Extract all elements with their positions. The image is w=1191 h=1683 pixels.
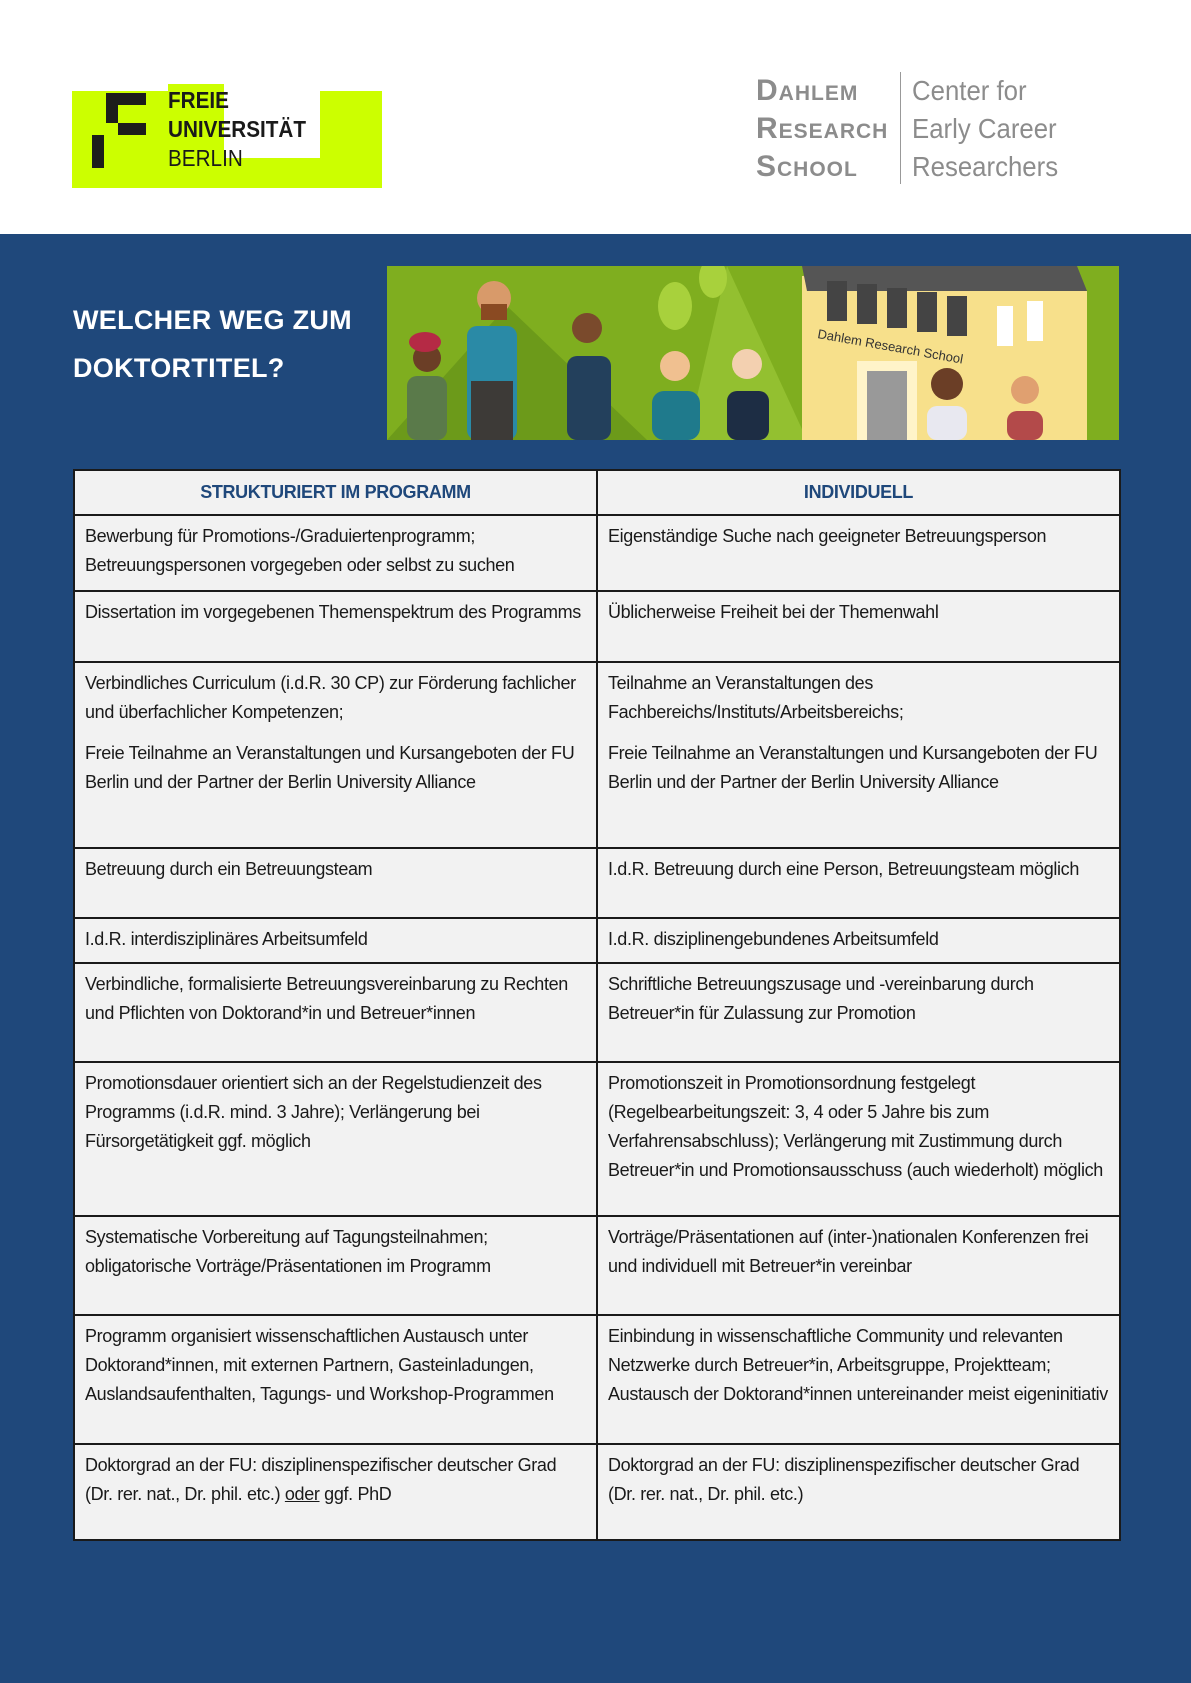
dahlem-research-school-logo: Dahlem Research School Center for Early … <box>756 72 1072 184</box>
cell-text: Verbindliches Curriculum (i.d.R. 30 CP) … <box>85 673 576 722</box>
drs-logo-word: School <box>756 150 858 183</box>
drs-logo-word: Dahlem <box>756 74 859 107</box>
cell-text: Eigenständige Suche nach geeigneter Betr… <box>608 526 1047 546</box>
table-cell-left: Systematische Vorbereitung auf Tagungste… <box>73 1215 598 1316</box>
table-cell-right: Doktorgrad an der FU: disziplinenspezifi… <box>596 1443 1121 1541</box>
cell-text: ggf. PhD <box>319 1484 392 1504</box>
cell-text: Betreuung durch ein Betreuungsteam <box>85 859 373 879</box>
table-cell-left: Verbindliches Curriculum (i.d.R. 30 CP) … <box>73 661 598 849</box>
table-row: Betreuung durch ein Betreuungsteam I.d.R.… <box>73 847 1121 919</box>
table-cell-right: Teilnahme an Veranstaltungen des Fachber… <box>596 661 1121 849</box>
table-cell-left: Dissertation im vorgegebenen Themenspekt… <box>73 590 598 663</box>
column-header-structured: STRUKTURIERT IM PROGRAMM <box>73 469 598 516</box>
illustration-banner: Dahlem Research School <box>387 266 1119 440</box>
cell-text: Dissertation im vorgegebenen Themenspekt… <box>85 602 581 622</box>
table-cell-right: Eigenständige Suche nach geeigneter Betr… <box>596 514 1121 592</box>
cell-text-underlined: oder <box>284 1484 320 1504</box>
cell-text: Üblicherweise Freiheit bei der Themenwah… <box>608 602 939 622</box>
title-line: WELCHER WEG ZUM <box>73 305 352 335</box>
cell-text: Promotionsdauer orientiert sich an der R… <box>85 1073 542 1151</box>
table-row: Dissertation im vorgegebenen Themenspekt… <box>73 590 1121 663</box>
table-row: Programm organisiert wissenschaftlichen … <box>73 1314 1121 1445</box>
cell-text: I.d.R. interdisziplinäres Arbeitsumfeld <box>85 929 368 949</box>
cell-text: Freie Teilnahme an Veranstaltungen und K… <box>608 743 1098 792</box>
cell-text: I.d.R. disziplinengebundenes Arbeitsumfe… <box>608 929 939 949</box>
table-cell-right: Üblicherweise Freiheit bei der Themenwah… <box>596 590 1121 663</box>
table-cell-right: Vorträge/Präsentationen auf (inter-)nati… <box>596 1215 1121 1316</box>
cell-text: I.d.R. Betreuung durch eine Person, Betr… <box>608 859 1079 879</box>
cell-text: Promotionszeit in Promotionsordnung fest… <box>608 1073 1103 1180</box>
page-title: WELCHER WEG ZUM DOKTORTITEL? <box>73 296 352 392</box>
table-cell-left: I.d.R. interdisziplinäres Arbeitsumfeld <box>73 917 598 964</box>
table-row: Promotionsdauer orientiert sich an der R… <box>73 1061 1121 1217</box>
fu-logo-line2: UNIVERSITÄT <box>168 116 307 142</box>
comparison-table: STRUKTURIERT IM PROGRAMM INDIVIDUELL Bew… <box>73 469 1121 1541</box>
table-cell-right: I.d.R. Betreuung durch eine Person, Betr… <box>596 847 1121 919</box>
fu-logo-line1: FREIE <box>168 87 229 113</box>
fu-logo-line3: BERLIN <box>168 145 243 171</box>
cell-text: Freie Teilnahme an Veranstaltungen und K… <box>85 743 575 792</box>
table-row: Systematische Vorbereitung auf Tagungste… <box>73 1215 1121 1316</box>
table-header-row: STRUKTURIERT IM PROGRAMM INDIVIDUELL <box>73 469 1121 516</box>
table-cell-right: Schriftliche Betreuungszusage und -verei… <box>596 962 1121 1063</box>
table-cell-left: Programm organisiert wissenschaftlichen … <box>73 1314 598 1445</box>
cell-text: Bewerbung für Promotions-/Graduiertenpro… <box>85 526 515 575</box>
table-row: Verbindliche, formalisierte Betreuungsve… <box>73 962 1121 1063</box>
title-line: DOKTORTITEL? <box>73 353 285 383</box>
table-cell-left: Betreuung durch ein Betreuungsteam <box>73 847 598 919</box>
drs-logo-word: Research <box>756 112 889 145</box>
cell-text: Doktorgrad an der FU: disziplinenspezifi… <box>85 1455 557 1504</box>
column-header-individual: INDIVIDUELL <box>596 469 1121 516</box>
cell-text: Teilnahme an Veranstaltungen des Fachber… <box>608 673 904 722</box>
cell-text: Systematische Vorbereitung auf Tagungste… <box>85 1227 491 1276</box>
table-cell-right: Promotionszeit in Promotionsordnung fest… <box>596 1061 1121 1217</box>
table-row: Verbindliches Curriculum (i.d.R. 30 CP) … <box>73 661 1121 849</box>
table-cell-left: Doktorgrad an der FU: disziplinenspezifi… <box>73 1443 598 1541</box>
cell-text: Verbindliche, formalisierte Betreuungsve… <box>85 974 568 1023</box>
drs-logo-subtitle: Researchers <box>912 151 1059 182</box>
cell-text: Doktorgrad an der FU: disziplinenspezifi… <box>608 1455 1080 1504</box>
people-illustration <box>407 281 1043 440</box>
cell-text: Programm organisiert wissenschaftlichen … <box>85 1326 554 1404</box>
drs-logo-subtitle: Center for <box>912 75 1027 106</box>
cell-text: Einbindung in wissenschaftliche Communit… <box>608 1326 1108 1404</box>
cell-text: Vorträge/Präsentationen auf (inter-)nati… <box>608 1227 1089 1276</box>
table-cell-left: Promotionsdauer orientiert sich an der R… <box>73 1061 598 1217</box>
table-row: Bewerbung für Promotions-/Graduiertenpro… <box>73 514 1121 592</box>
table-row: Doktorgrad an der FU: disziplinenspezifi… <box>73 1443 1121 1541</box>
table-row: I.d.R. interdisziplinäres Arbeitsumfeld I… <box>73 917 1121 964</box>
drs-logo-subtitle: Early Career <box>912 113 1057 144</box>
table-cell-right: I.d.R. disziplinengebundenes Arbeitsumfe… <box>596 917 1121 964</box>
table-cell-left: Verbindliche, formalisierte Betreuungsve… <box>73 962 598 1063</box>
cell-text: Schriftliche Betreuungszusage und -verei… <box>608 974 1034 1023</box>
table-cell-right: Einbindung in wissenschaftliche Communit… <box>596 1314 1121 1445</box>
fu-berlin-logo: FREIE UNIVERSITÄT BERLIN <box>72 84 382 188</box>
table-cell-left: Bewerbung für Promotions-/Graduiertenpro… <box>73 514 598 592</box>
